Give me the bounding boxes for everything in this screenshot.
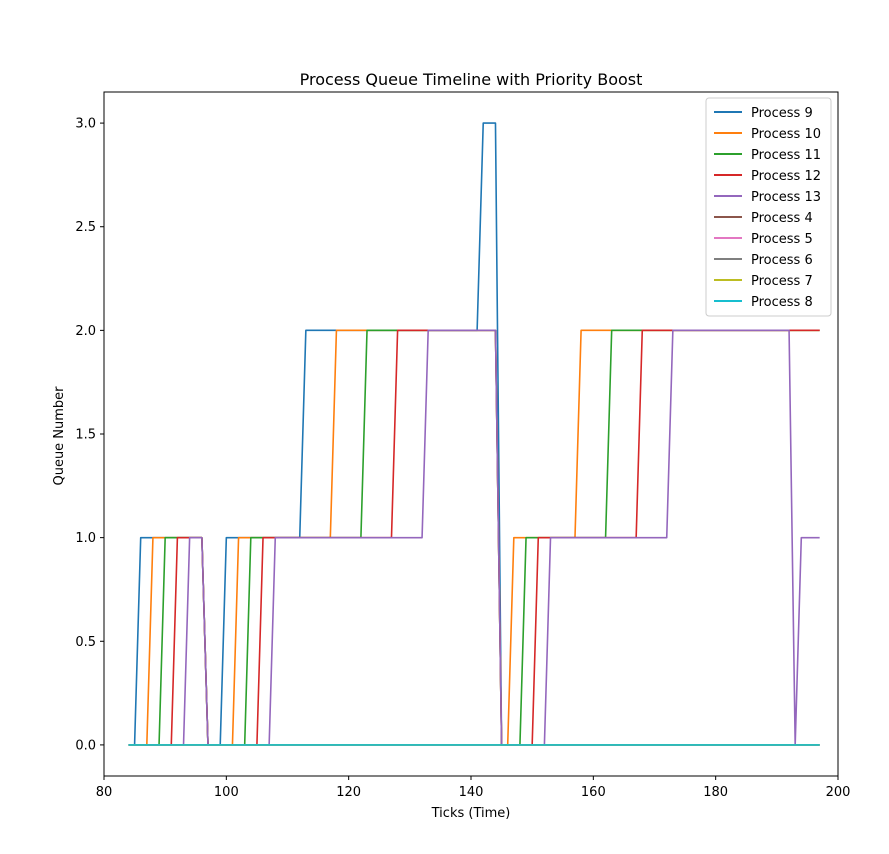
legend-label: Process 11 xyxy=(751,148,821,163)
x-tick-label: 180 xyxy=(703,785,728,800)
legend-box xyxy=(705,97,832,317)
series-lines xyxy=(128,122,820,746)
x-tick-label: 160 xyxy=(581,785,606,800)
legend: Process 9 Process 10 Process 11 Process 12 P… xyxy=(705,97,832,317)
legend-label: Process 8 xyxy=(751,295,813,310)
legend-label: Process 5 xyxy=(751,232,813,247)
x-axis-label: Ticks (Time) xyxy=(431,806,511,821)
plot-area: 80 100 120 140 160 180 200 0.0 0.5 1.0 1.5 2.0 2.5 3.… xyxy=(75,91,851,800)
legend-label: Process 13 xyxy=(751,190,821,205)
legend-label: Process 12 xyxy=(751,169,821,184)
x-tick-label: 80 xyxy=(96,785,113,800)
legend-label: Process 4 xyxy=(751,211,813,226)
legend-entry: Process 7 xyxy=(714,274,813,289)
legend-label: Process 7 xyxy=(751,274,813,289)
x-tick-label: 120 xyxy=(336,785,361,800)
y-tick-label: 0.5 xyxy=(75,635,96,650)
series-line-process-13 xyxy=(128,329,820,746)
x-axis-ticks: 80 100 120 140 160 180 200 xyxy=(96,776,851,800)
legend-entry: Process 12 xyxy=(714,169,821,184)
legend-entry: Process 10 xyxy=(714,127,821,142)
y-axis-label: Queue Number xyxy=(52,386,67,486)
legend-label: Process 6 xyxy=(751,253,813,268)
x-tick-label: 100 xyxy=(214,785,239,800)
y-tick-label: 1.0 xyxy=(75,531,96,546)
legend-entry: Process 6 xyxy=(714,253,813,268)
legend-entry: Process 11 xyxy=(714,148,821,163)
legend-entry: Process 13 xyxy=(714,190,821,205)
y-tick-label: 1.5 xyxy=(75,428,96,443)
legend-entry: Process 8 xyxy=(714,295,813,310)
chart-title: Process Queue Timeline with Priority Boo… xyxy=(300,70,643,89)
legend-entry: Process 5 xyxy=(714,232,813,247)
legend-label: Process 10 xyxy=(751,127,821,142)
legend-entry: Process 4 xyxy=(714,211,813,226)
legend-entry: Process 9 xyxy=(714,106,813,121)
y-tick-label: 2.0 xyxy=(75,324,96,339)
legend-label: Process 9 xyxy=(751,106,813,121)
y-tick-label: 0.0 xyxy=(75,738,96,753)
y-tick-label: 3.0 xyxy=(75,117,96,132)
x-tick-label: 200 xyxy=(826,785,851,800)
y-axis-ticks: 0.0 0.5 1.0 1.5 2.0 2.5 3.0 xyxy=(75,117,104,753)
x-tick-label: 140 xyxy=(459,785,484,800)
y-tick-label: 2.5 xyxy=(75,220,96,235)
